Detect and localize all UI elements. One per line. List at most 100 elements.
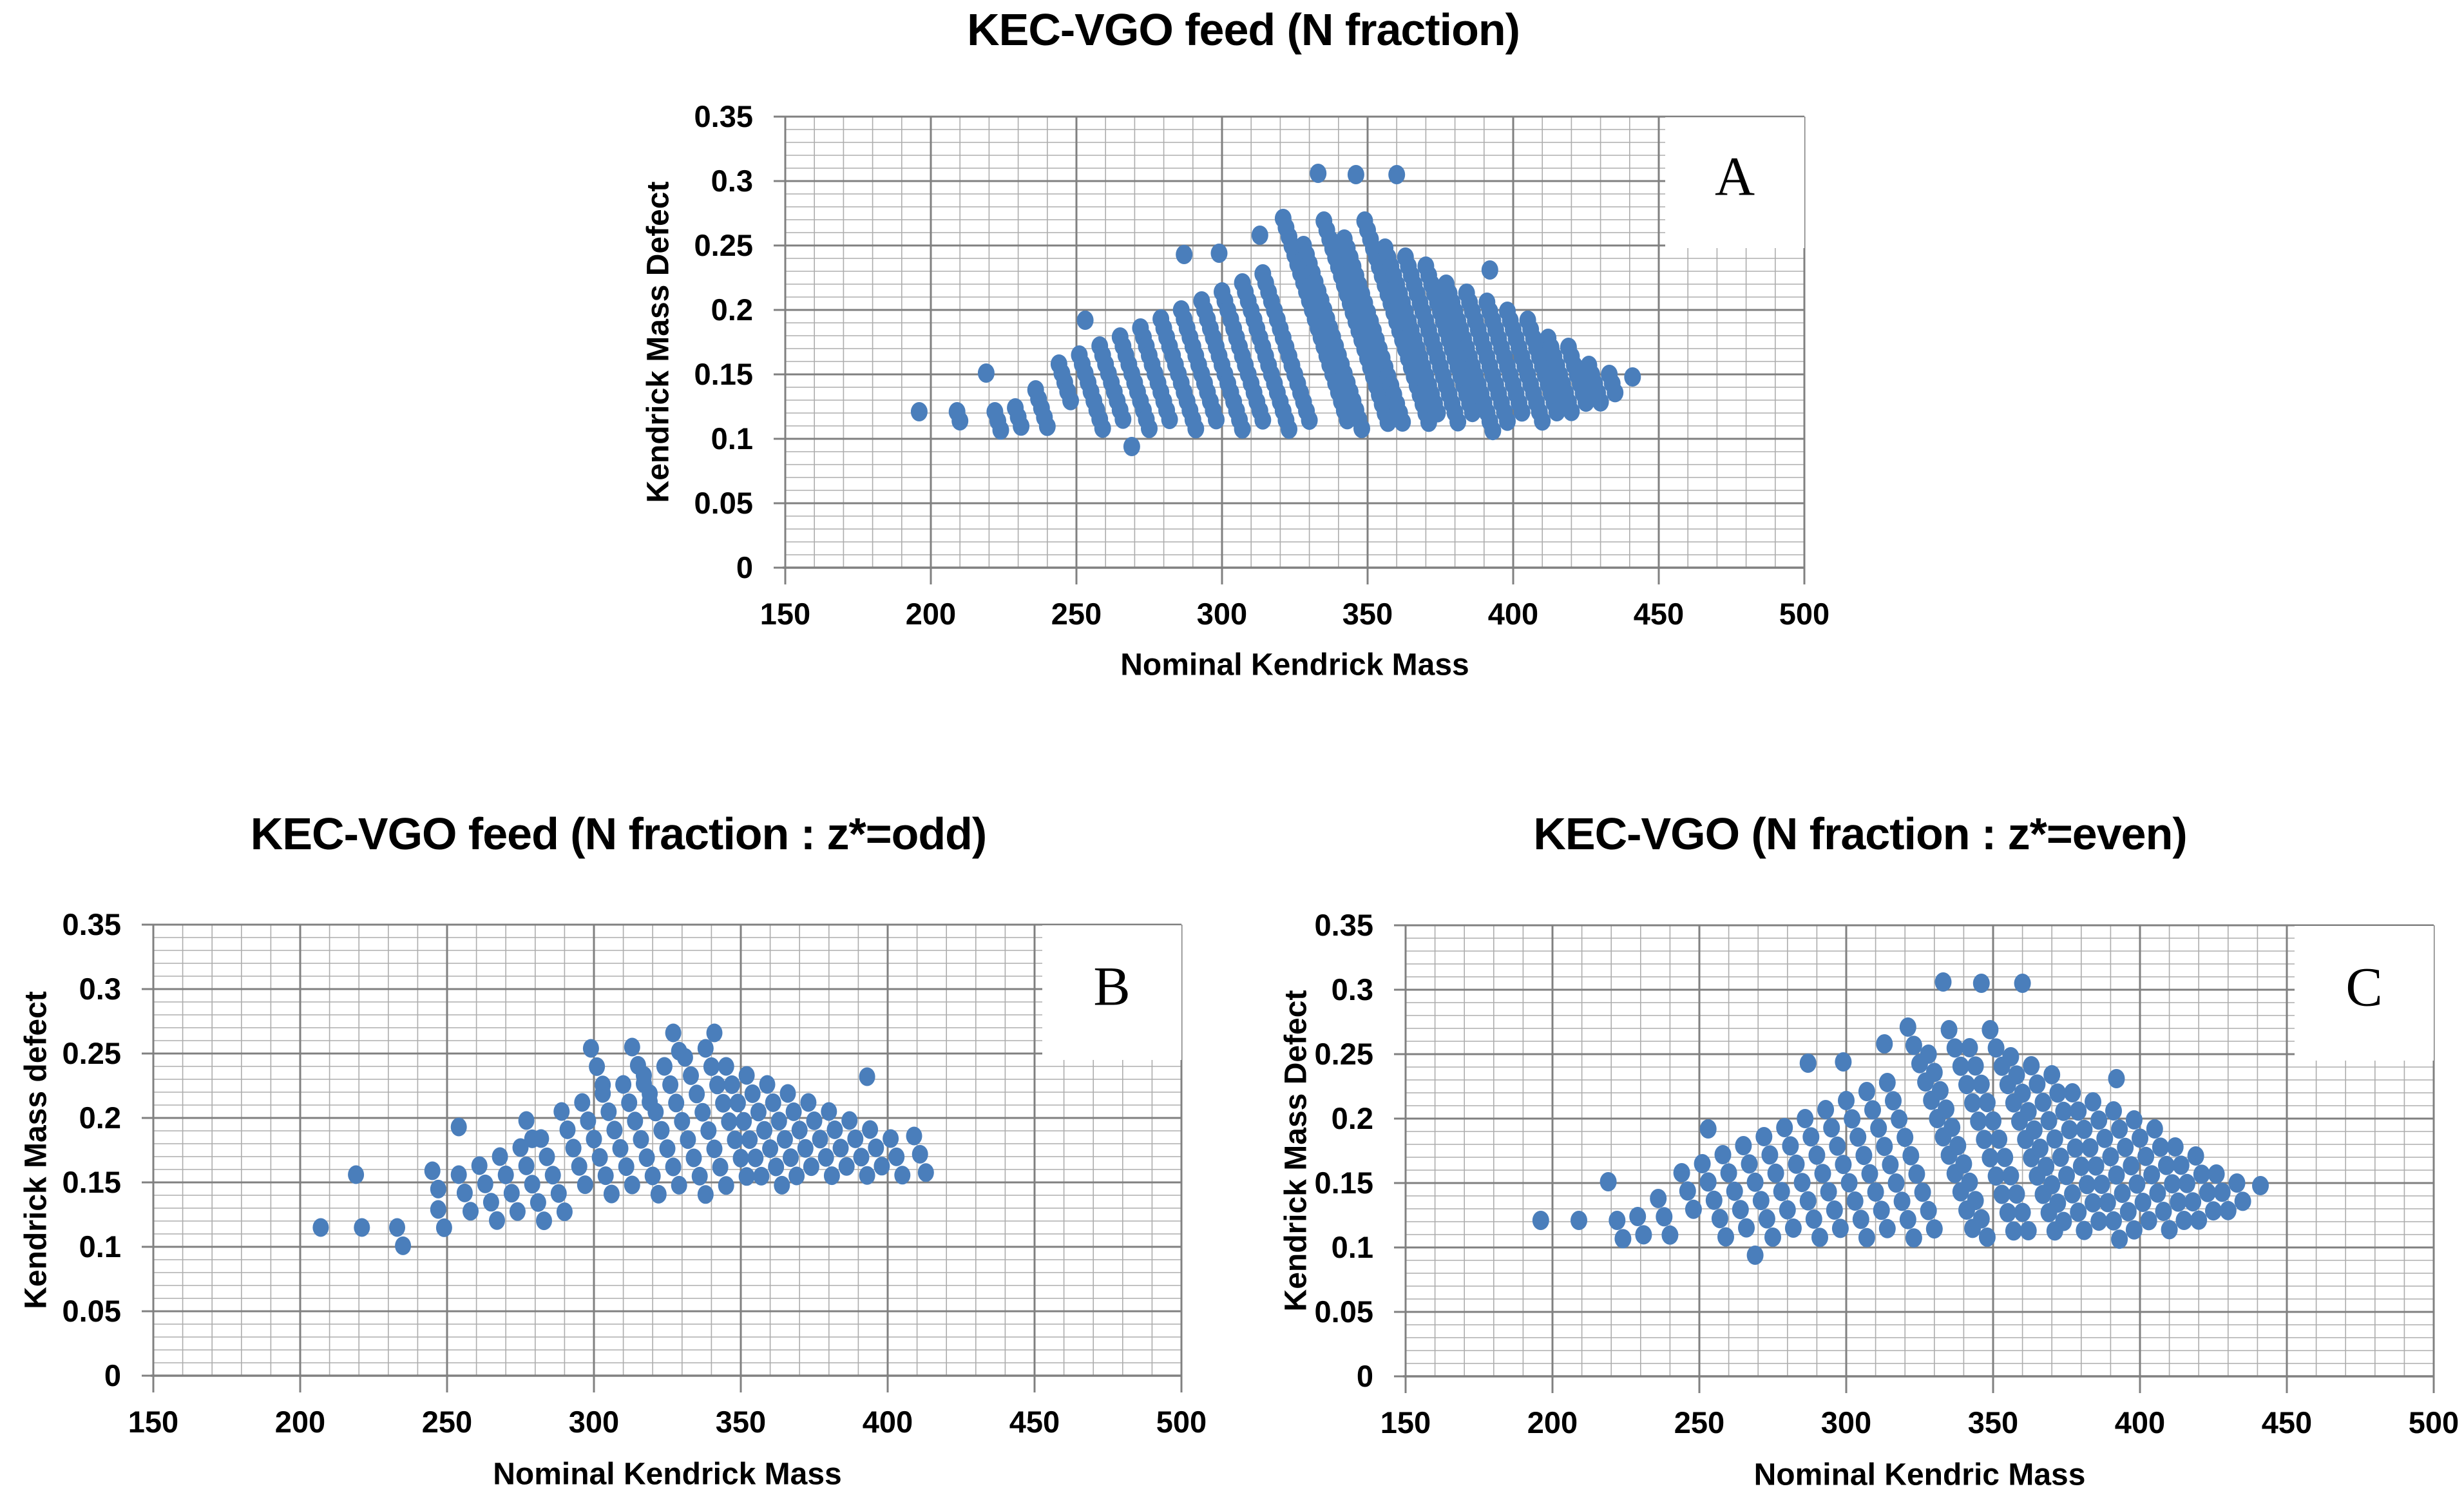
data-point [586, 1130, 602, 1149]
data-point [450, 1117, 467, 1137]
data-point [2020, 1221, 2037, 1240]
data-point [703, 1057, 720, 1076]
x-tick-label: 250 [1051, 597, 1102, 631]
data-point [2076, 1220, 2093, 1240]
data-point [518, 1156, 535, 1175]
data-point [1949, 1136, 1967, 1155]
data-point [800, 1093, 817, 1112]
data-point [1961, 1038, 1978, 1057]
data-point [556, 1202, 573, 1222]
data-point [2096, 1128, 2114, 1148]
data-point [2008, 1065, 2025, 1085]
data-point [1499, 411, 1516, 431]
data-point [1607, 383, 1624, 403]
data-point [1141, 419, 1158, 438]
data-point [1835, 1155, 1852, 1175]
data-point [2137, 1146, 2155, 1166]
data-point [1773, 1182, 1790, 1202]
x-tick-label: 350 [716, 1405, 766, 1439]
data-point [917, 1163, 934, 1182]
x-tick-label: 350 [1968, 1405, 2018, 1439]
data-point [2108, 1165, 2125, 1185]
data-point [1870, 1118, 1887, 1138]
data-point [1961, 1172, 1978, 1192]
data-point [1978, 1227, 1996, 1247]
data-point [524, 1175, 540, 1194]
data-point [785, 1102, 802, 1121]
data-point [706, 1139, 723, 1159]
data-point [774, 1175, 790, 1195]
data-point [2093, 1175, 2110, 1194]
data-point [859, 1166, 875, 1185]
data-point [723, 1075, 740, 1094]
data-point [1714, 1145, 1732, 1164]
data-point [888, 1147, 905, 1166]
panel-label-box [1665, 117, 1804, 248]
data-point [2108, 1069, 2125, 1088]
x-tick-label: 250 [422, 1405, 472, 1439]
data-point [624, 1175, 640, 1195]
data-point [1717, 1227, 1734, 1247]
x-tick-label: 450 [1634, 597, 1684, 631]
data-point [2085, 1092, 2101, 1112]
data-point [430, 1200, 446, 1219]
data-point [1571, 1211, 1587, 1230]
data-point [992, 420, 1009, 440]
data-point [721, 1112, 738, 1131]
data-point [1726, 1181, 1743, 1201]
data-point [676, 1048, 693, 1067]
data-point [1893, 1191, 1911, 1211]
data-point [2125, 1110, 2143, 1130]
data-point [638, 1148, 655, 1168]
data-point [2099, 1193, 2116, 1213]
y-tick-label: 0.3 [79, 972, 121, 1006]
data-point [2184, 1192, 2202, 1212]
data-point [732, 1148, 749, 1168]
plot-area [785, 117, 1804, 568]
data-point [2166, 1137, 2184, 1157]
data-point [1738, 1218, 1755, 1238]
data-point [1694, 1154, 1711, 1173]
data-point [1534, 411, 1551, 431]
data-point [718, 1057, 734, 1076]
data-point [2205, 1201, 2222, 1221]
data-point [1799, 1191, 1817, 1211]
data-point [2114, 1184, 2131, 1203]
data-point [2146, 1119, 2163, 1139]
data-point [709, 1075, 725, 1095]
data-point [1782, 1136, 1799, 1156]
x-tick-label: 300 [1821, 1405, 1871, 1439]
data-point [2061, 1120, 2078, 1140]
data-point [738, 1066, 755, 1085]
data-point [1823, 1118, 1840, 1138]
data-point [2102, 1147, 2119, 1167]
data-point [2143, 1165, 2161, 1185]
data-point [1844, 1109, 1861, 1129]
data-point [2190, 1210, 2208, 1230]
data-point [503, 1184, 520, 1203]
data-point [1840, 1173, 1858, 1193]
data-point [1908, 1164, 1925, 1184]
data-point [2043, 1175, 2061, 1195]
data-point [2072, 1157, 2090, 1176]
data-point [1793, 1173, 1811, 1193]
data-point [1656, 1207, 1673, 1227]
data-point [1741, 1154, 1758, 1174]
data-point [1578, 392, 1594, 412]
data-point [1685, 1199, 1702, 1219]
data-point [1964, 1093, 1982, 1113]
data-point [1699, 1119, 1717, 1139]
data-point [2032, 1139, 2049, 1158]
data-point [647, 1102, 664, 1122]
data-point [536, 1211, 552, 1231]
data-point [1920, 1044, 1937, 1064]
x-axis-title-c: Nominal Kendric Mass [1753, 1458, 2086, 1492]
data-point [1776, 1118, 1793, 1137]
x-tick-label: 500 [1156, 1405, 1207, 1439]
data-point [691, 1166, 708, 1186]
data-point [1978, 1093, 1996, 1113]
data-point [624, 1037, 640, 1057]
data-point [1805, 1209, 1822, 1229]
data-point [2111, 1229, 2128, 1249]
